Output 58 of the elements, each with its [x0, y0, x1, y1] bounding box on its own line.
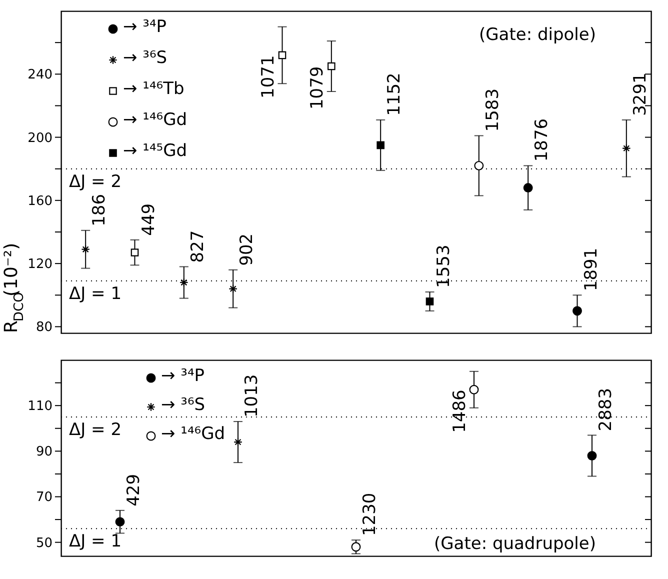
point	[426, 298, 434, 306]
legend-label: → ³⁶S	[123, 48, 168, 68]
annotation: 1891	[581, 248, 602, 292]
annotation: 186	[90, 194, 110, 226]
annotation: 1152	[384, 72, 405, 116]
point	[130, 248, 139, 256]
y-tick-label: 50	[36, 536, 52, 551]
legend-label: → ¹⁴⁶Gd	[161, 424, 226, 444]
annotation: ΔJ = 2	[69, 172, 122, 192]
y-tick-label: 200	[28, 130, 52, 146]
y-axis-title: RDCO(10⁻²)	[1, 242, 27, 333]
y-tick-label: 80	[36, 320, 52, 336]
legend-label: → ³⁴P	[123, 17, 167, 37]
legend-label: → ¹⁴⁵Gd	[123, 141, 188, 161]
annotation: 1013	[242, 374, 262, 418]
y-tick-label: 110	[28, 399, 52, 414]
annotation: 1876	[532, 118, 552, 162]
y-tick-label: 160	[28, 194, 52, 209]
legend-label: → ¹⁴⁶Tb	[123, 79, 184, 99]
annotation: 429	[124, 474, 144, 506]
legend-label: → ³⁶S	[161, 395, 206, 415]
point	[351, 542, 361, 552]
annotation: 1079	[307, 66, 328, 110]
annotation: 1230	[360, 492, 380, 536]
annotation: 902	[237, 233, 258, 266]
point	[328, 62, 336, 70]
annotation: 2883	[596, 388, 616, 432]
point	[523, 183, 533, 193]
annotation: ΔJ = 1	[69, 284, 122, 304]
point	[469, 384, 479, 394]
legend-label: → ¹⁴⁶Gd	[123, 110, 188, 130]
point	[376, 141, 384, 150]
point	[474, 160, 484, 170]
annotation: 1071	[258, 55, 278, 98]
y-tick-label: 70	[36, 490, 52, 506]
point	[115, 517, 125, 527]
annotation: 827	[188, 230, 208, 263]
point	[572, 306, 582, 316]
annotation: 449	[138, 203, 159, 236]
y-tick-label: 90	[36, 444, 52, 460]
annotation: ΔJ = 2	[69, 420, 122, 440]
point	[81, 244, 90, 254]
point	[587, 450, 597, 460]
y-tick-label: 120	[28, 257, 52, 272]
point	[179, 278, 188, 287]
annotation: ΔJ = 1	[69, 532, 122, 552]
point	[622, 144, 631, 153]
legend-label: → ³⁴P	[161, 366, 205, 386]
annotation: 1583	[482, 88, 503, 132]
annotation: 1486	[450, 390, 470, 433]
y-tick-label: 240	[28, 68, 52, 83]
annotation: 3291	[630, 72, 650, 116]
annotation: 1553	[434, 244, 454, 288]
point	[228, 284, 238, 294]
annotation: (Gate: dipole)	[479, 25, 596, 45]
point	[234, 438, 242, 446]
point	[278, 51, 286, 60]
annotation: (Gate: quadrupole)	[434, 534, 596, 554]
